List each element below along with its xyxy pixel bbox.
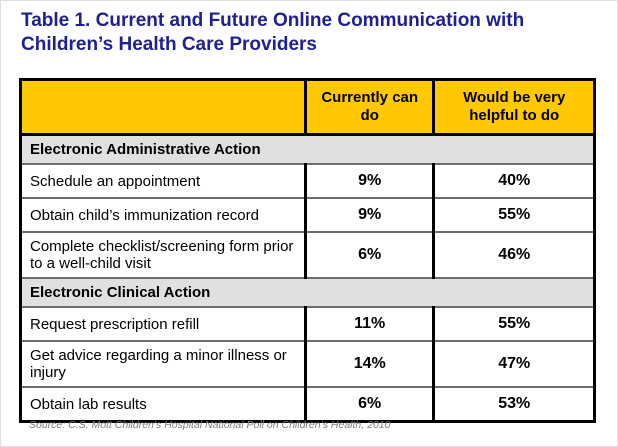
helpful-value: 55% (432, 306, 595, 342)
helpful-value: 46% (432, 231, 595, 279)
helpful-value: 55% (432, 197, 595, 233)
table-row: Request prescription refill 11% 55% (20, 306, 595, 342)
row-label: Request prescription refill (20, 306, 306, 342)
helpful-value: 53% (432, 386, 595, 423)
page-title: Table 1. Current and Future Online Commu… (21, 10, 525, 55)
survey-results-table: Currently can do Would be very helpful t… (19, 78, 596, 423)
header-action-cell (20, 79, 306, 136)
table-header-row: Currently can do Would be very helpful t… (20, 79, 595, 136)
section-row-clinical: Electronic Clinical Action (20, 277, 595, 308)
table-row: Complete checklist/screening form prior … (20, 231, 595, 279)
row-label: Obtain lab results (20, 386, 306, 423)
table-row: Get advice regarding a minor illness or … (20, 340, 595, 388)
section-title: Electronic Administrative Action (20, 133, 595, 165)
header-currently-can-do: Currently can do (303, 79, 434, 136)
section-title: Electronic Clinical Action (20, 277, 595, 308)
source-note: Source: C.S. Mott Children’s Hospital Na… (29, 419, 391, 431)
table-row: Obtain child’s immunization record 9% 55… (20, 197, 595, 233)
currently-value: 6% (303, 231, 434, 279)
currently-value: 9% (303, 163, 434, 199)
helpful-value: 40% (432, 163, 595, 199)
row-label: Complete checklist/screening form prior … (20, 231, 306, 279)
table-row: Schedule an appointment 9% 40% (20, 163, 595, 199)
row-label: Get advice regarding a minor illness or … (20, 340, 306, 388)
helpful-value: 47% (432, 340, 595, 388)
header-would-be-helpful: Would be very helpful to do (432, 79, 595, 136)
row-label: Obtain child’s immunization record (20, 197, 306, 233)
currently-value: 9% (303, 197, 434, 233)
currently-value: 11% (303, 306, 434, 342)
section-row-administrative: Electronic Administrative Action (20, 133, 595, 165)
currently-value: 6% (303, 386, 434, 423)
row-label: Schedule an appointment (20, 163, 306, 199)
table-row: Obtain lab results 6% 53% (20, 386, 595, 423)
currently-value: 14% (303, 340, 434, 388)
